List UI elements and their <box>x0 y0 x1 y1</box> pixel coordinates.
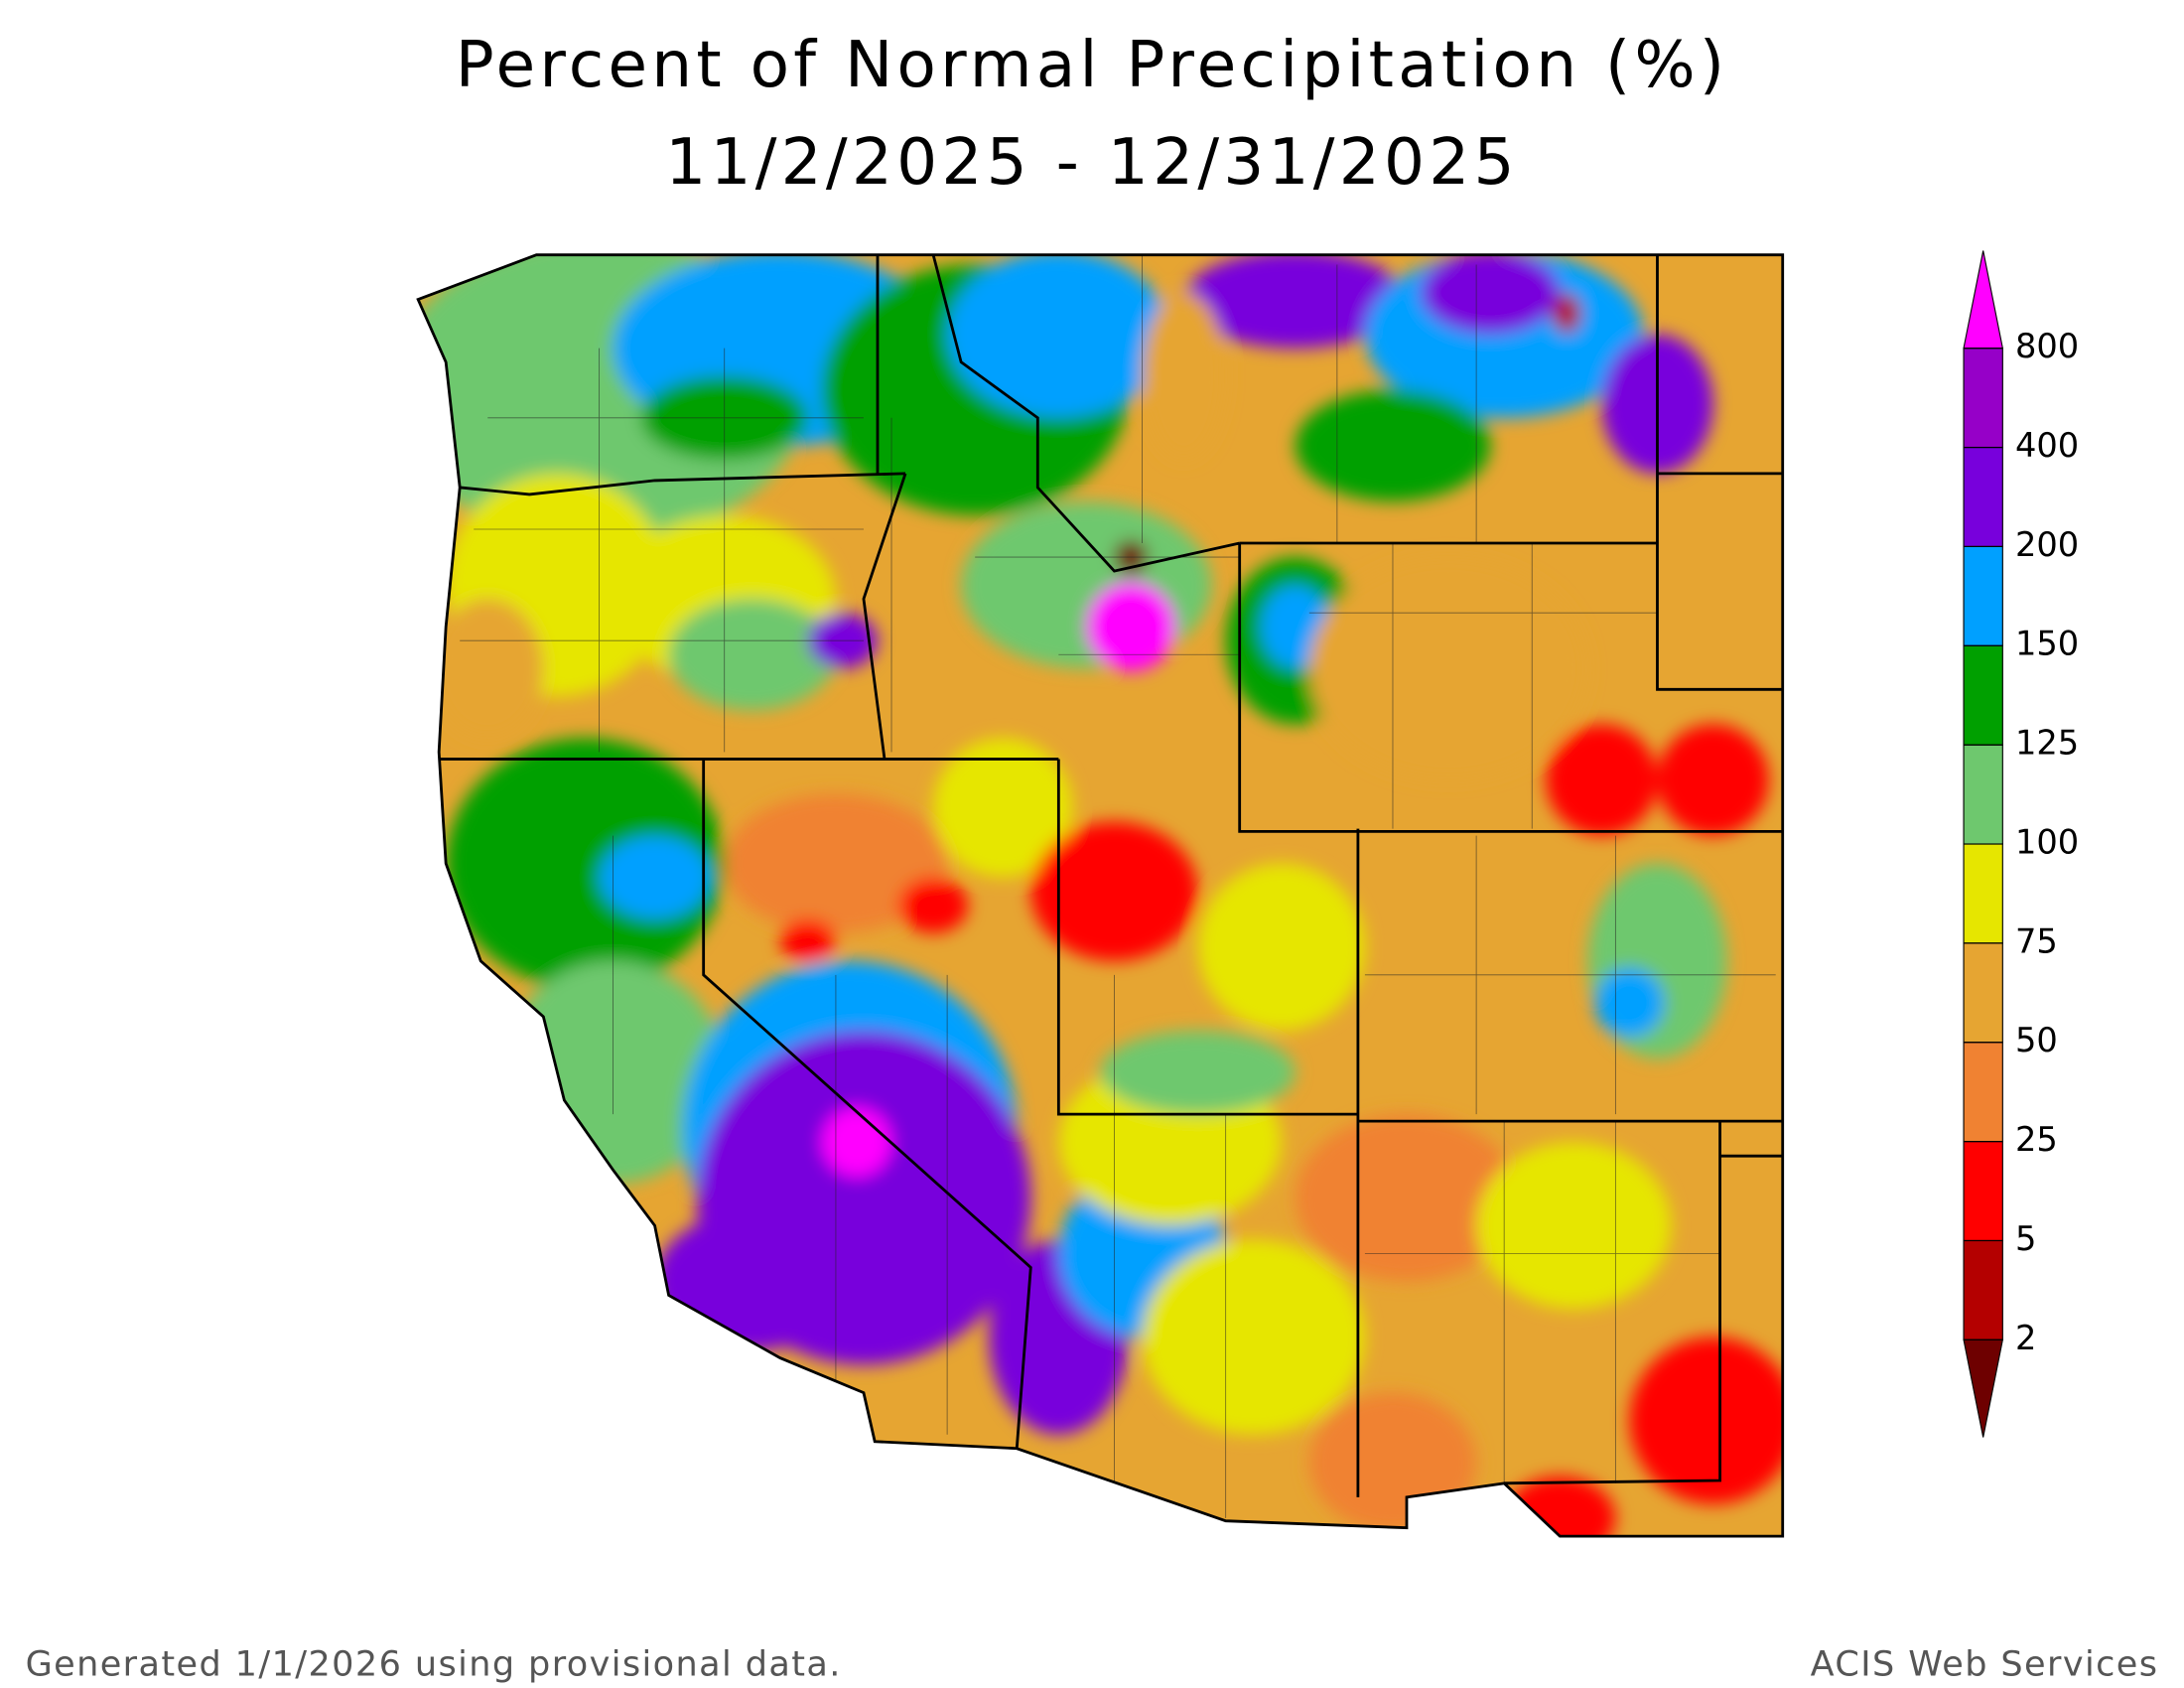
legend-bin <box>1963 644 2003 746</box>
state-borders <box>416 253 1785 1538</box>
legend-bin <box>1963 1239 2003 1340</box>
legend-bin <box>1963 446 2003 547</box>
legend-tick-label: 200 <box>2015 525 2079 564</box>
legend-tick-label: 5 <box>2015 1219 2036 1258</box>
legend-bin <box>1963 942 2003 1044</box>
legend-bin <box>1963 744 2003 845</box>
footer-source: ACIS Web Services <box>1811 1643 2159 1684</box>
legend-low-arrow <box>1963 1338 2004 1438</box>
legend-bin <box>1963 1141 2003 1242</box>
legend-tick-label: 125 <box>2015 724 2079 763</box>
legend-tick-label: 25 <box>2015 1120 2058 1159</box>
legend-tick-label: 400 <box>2015 426 2079 465</box>
legend-tick-label: 50 <box>2015 1021 2058 1059</box>
map-date-range: 11/2/2025 - 12/31/2025 <box>665 125 1519 200</box>
footer-note: Generated 1/1/2026 using provisional dat… <box>26 1643 842 1684</box>
legend-tick-label: 2 <box>2015 1319 2036 1357</box>
legend-bin <box>1963 545 2003 646</box>
legend-tick-label: 800 <box>2015 327 2079 365</box>
precip-field <box>418 254 1783 1537</box>
legend-high-arrow <box>1963 250 2004 350</box>
legend-bin <box>1963 1042 2003 1143</box>
legend-tick-label: 150 <box>2015 625 2079 663</box>
legend-tick-label: 100 <box>2015 823 2079 862</box>
legend-tick-label: 75 <box>2015 921 2058 960</box>
county-lines <box>460 254 1776 1518</box>
legend-bin <box>1963 348 2003 449</box>
legend-bin <box>1963 843 2003 944</box>
map-title: Percent of Normal Precipitation (%) <box>456 28 1729 102</box>
